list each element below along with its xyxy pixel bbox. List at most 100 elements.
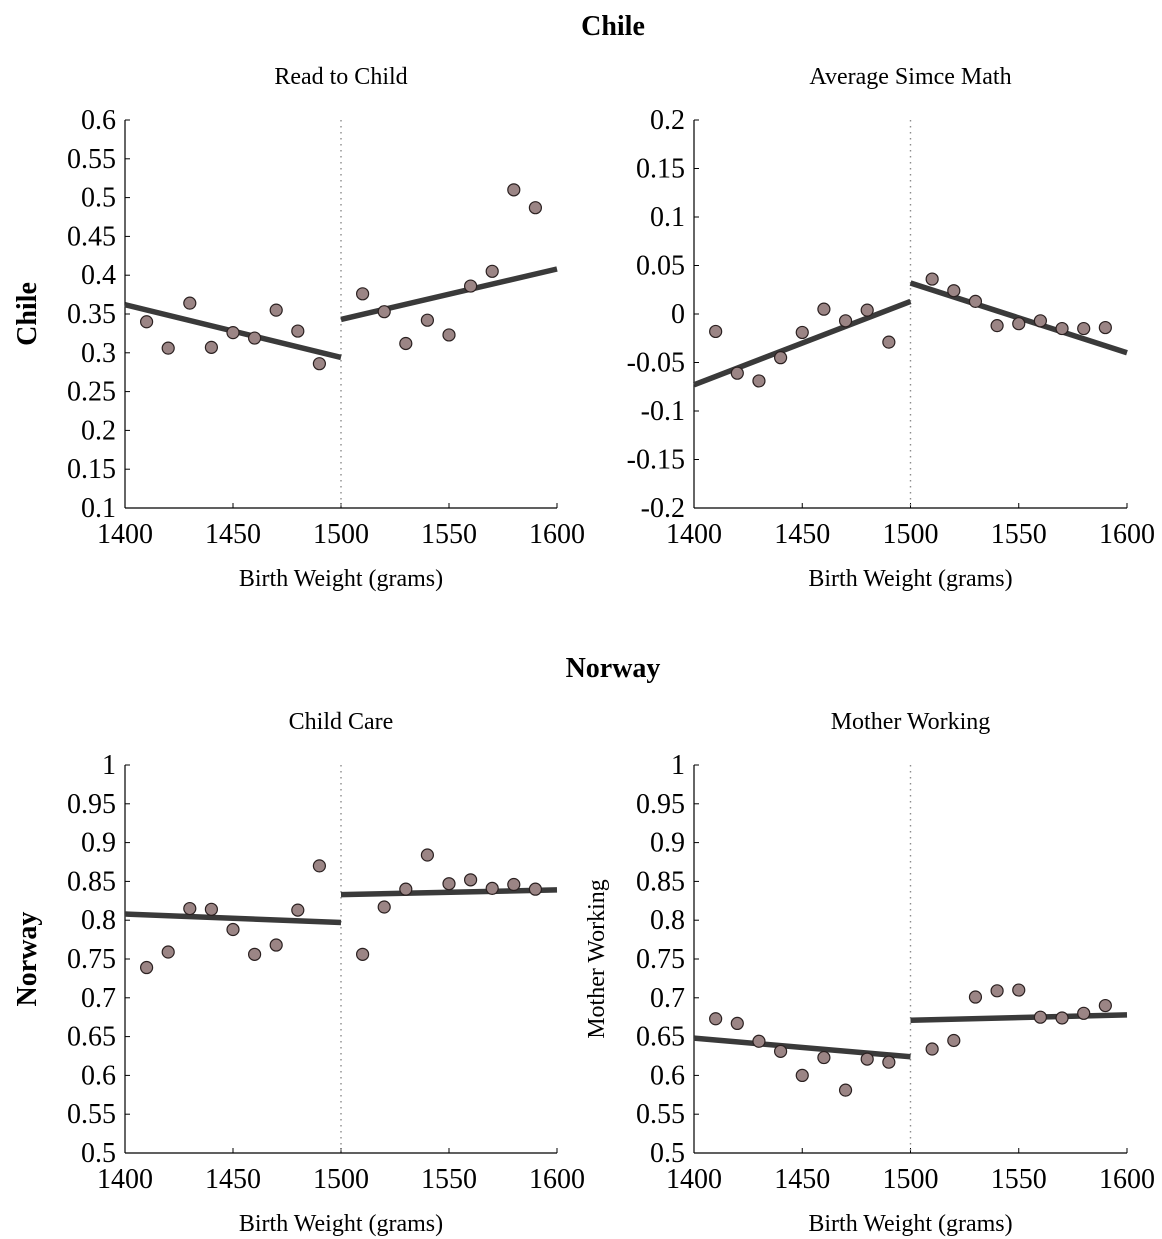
x-tick-label: 1400 [666,519,722,550]
fit-line-right [910,1012,1128,1024]
section-title-chile: Chile [581,11,645,42]
x-tick-label: 1500 [883,1164,939,1195]
data-point [356,947,370,961]
y-tick-label: 0.75 [636,944,685,975]
x-tick-label: 1600 [1099,519,1155,550]
y-tick-label: -0.2 [641,493,685,524]
y-tick-label: 0.15 [636,154,685,185]
y-tick-label: 0.9 [81,828,116,859]
y-tick-label: 0.05 [636,251,685,282]
data-point [990,984,1004,998]
data-point [1033,1010,1048,1024]
data-point [752,1034,766,1048]
x-tick-label: 1600 [1099,1164,1155,1195]
data-point [204,902,218,916]
data-point [248,947,262,961]
data-point [1077,1006,1091,1020]
data-point [860,1052,874,1066]
data-point [730,366,744,380]
data-point [1077,321,1091,336]
fit-line-left [693,1035,911,1060]
y-tick-label: -0.15 [627,445,685,476]
y-tick-label: 0.35 [67,299,116,330]
data-point [248,331,262,345]
x-tick-label: 1450 [774,519,830,550]
data-point [183,901,197,916]
data-point [773,1044,788,1058]
y-tick-label: 0 [671,299,685,330]
data-point [795,1068,809,1083]
y-tick-label: 0.2 [81,415,116,446]
data-point [140,960,154,975]
x-tick-label: 1600 [529,519,585,550]
x-tick-label: 1450 [205,1164,261,1195]
data-point [442,877,456,891]
data-point [420,313,434,327]
y-tick-label: 0.65 [67,1022,116,1053]
y-tick-label: 0.1 [650,202,685,233]
data-point [377,900,391,914]
data-point [204,340,218,354]
data-point [838,1083,853,1097]
data-point [312,859,326,873]
panel-title: Average Simce Math [809,64,1011,90]
y-tick-label: 0.95 [636,789,685,820]
data-point [947,284,961,298]
x-axis-label: Birth Weight (grams) [239,1211,443,1237]
y-tick-label: 0.7 [81,983,116,1014]
data-point [925,272,939,286]
x-tick-label: 1450 [205,519,261,550]
data-point [947,1033,961,1048]
data-point [442,328,456,342]
x-tick-label: 1500 [313,519,369,550]
data-point [528,201,543,215]
data-point [356,287,370,301]
data-point [1098,998,1112,1013]
data-point [399,882,413,896]
data-point [795,325,809,340]
y-tick-label: 0.7 [650,983,685,1014]
y-tick-label: 0.3 [81,338,116,369]
y-tick-label: 0.85 [636,866,685,897]
chart-panel-read-to-child: 0.1 0.15 0.2 0.25 0.3 0.35 0.4 0.45 0.5 0.55 0.6 14… [12,64,585,592]
data-point [485,264,499,278]
data-point [968,990,983,1004]
data-point [485,881,499,895]
data-point [1055,321,1069,336]
data-point [269,938,283,952]
y-tick-label: 0.9 [650,828,685,859]
fit-line-left [124,911,342,926]
data-point [882,1055,896,1069]
chart-panel-mother-working: 0.5 0.55 0.6 0.65 0.7 0.75 0.8 0.85 0.9 0.95 1 1400… [584,709,1155,1237]
data-point [882,335,896,349]
y-tick-label: 0.45 [67,221,116,252]
fit-line-left [693,298,912,388]
y-tick-label: 0.5 [650,1138,685,1169]
data-point [817,1050,831,1065]
data-point [291,324,305,338]
y-tick-label: 0.5 [81,1138,116,1169]
y-tick-label: 0.6 [81,1060,116,1091]
data-point [709,1012,723,1026]
data-point [752,374,766,388]
y-tick-label: 0.85 [67,866,116,897]
section-title-norway: Norway [566,653,661,684]
x-tick-label: 1400 [666,1164,722,1195]
panel-title: Mother Working [831,709,991,735]
data-point [464,873,478,887]
y-tick-label: 0.6 [81,105,116,136]
x-tick-label: 1500 [313,1164,369,1195]
y-tick-label: 0.5 [81,183,116,214]
row-label: Chile [12,282,43,346]
y-tick-label: 0.95 [67,789,116,820]
data-point [312,357,326,371]
chart-panel-child-care: 0.5 0.55 0.6 0.65 0.7 0.75 0.8 0.85 0.9 0.95 1 1400… [12,709,585,1237]
y-tick-label: 0.4 [81,260,116,291]
y-tick-label: 0.2 [650,105,685,136]
data-point [709,324,723,339]
data-point [377,305,391,319]
y-tick-label: 0.75 [67,944,116,975]
x-tick-label: 1400 [97,519,153,550]
data-point [507,183,521,197]
data-point [1033,314,1048,328]
